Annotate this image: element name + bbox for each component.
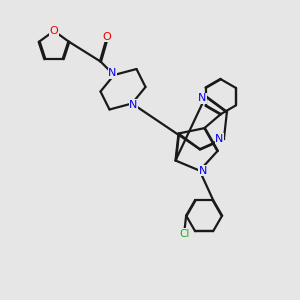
Text: Cl: Cl [179,229,190,239]
Text: N: N [199,166,207,176]
Text: N: N [215,134,223,143]
Text: O: O [102,32,111,42]
Text: N: N [108,68,117,79]
Text: O: O [50,26,58,36]
Text: N: N [198,93,206,103]
Text: N: N [129,100,138,110]
